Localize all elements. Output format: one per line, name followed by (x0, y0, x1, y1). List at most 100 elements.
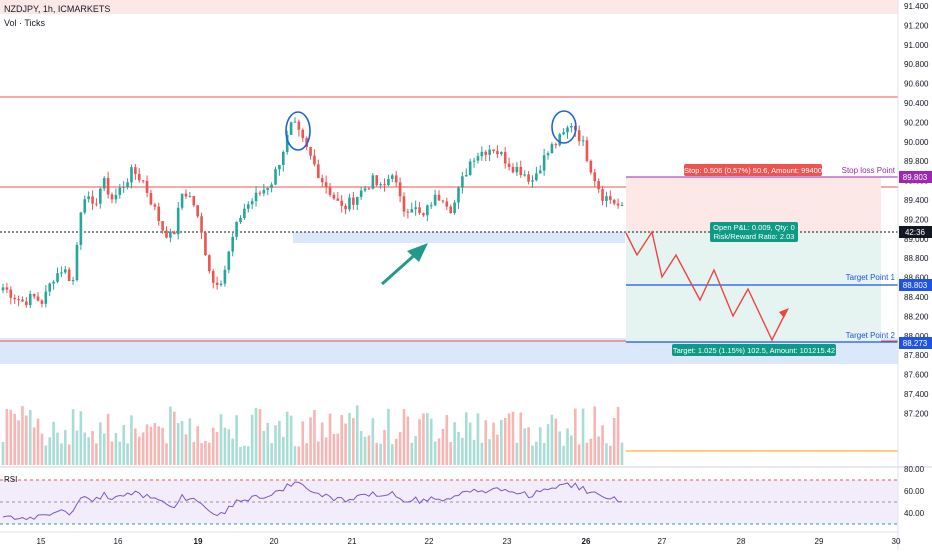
volume-bar (192, 441, 196, 465)
volume-bar (176, 423, 180, 465)
volume-bar (612, 417, 616, 465)
candle-body (71, 280, 75, 282)
candle-body (274, 169, 277, 185)
candle-body (282, 151, 285, 165)
projected-path (625, 230, 787, 342)
price-tick-label: 90.600 (904, 80, 929, 89)
volume-bar (36, 418, 40, 465)
volume-bar (410, 442, 414, 465)
candle-body (612, 199, 616, 204)
candle-body (180, 193, 184, 208)
volume-bar (9, 409, 13, 465)
candle-body (208, 255, 211, 272)
volume-bar (519, 412, 523, 465)
candle-body (480, 151, 484, 157)
candle-body (243, 208, 246, 218)
rsi-tick-label: 60.00 (904, 487, 925, 496)
candle-body (593, 172, 597, 182)
candle-body (558, 134, 562, 145)
stop-loss-label: Stop loss Point (842, 166, 896, 175)
candle-body (60, 272, 63, 274)
candle-body (507, 163, 511, 167)
price-tick-label: 88.000 (904, 332, 929, 341)
volume-bar (40, 433, 44, 465)
candle-body (457, 187, 460, 203)
candle-body (398, 182, 402, 197)
date-tick-label: 23 (503, 537, 512, 546)
volume-bar (488, 439, 491, 465)
candle-body (270, 184, 273, 189)
retest-zone (293, 232, 625, 243)
candle-body (196, 205, 199, 217)
candle-body (503, 152, 507, 164)
volume-bar (414, 435, 417, 465)
volume-bar (500, 420, 503, 465)
volume-bar (589, 438, 593, 465)
candle-body (519, 166, 523, 176)
candle-body (387, 178, 390, 186)
volume-bar (141, 432, 145, 465)
candle-body (422, 213, 425, 216)
volume-bar (398, 432, 402, 465)
candle-body (511, 166, 515, 173)
candle-body (620, 204, 624, 206)
candle-body (79, 212, 83, 245)
volume-bar (60, 443, 63, 465)
volume-bar (453, 422, 456, 465)
candle-body (453, 202, 456, 213)
candle-body (99, 188, 102, 204)
target2-label: Target Point 2 (846, 331, 896, 340)
candle-body (235, 221, 238, 237)
volume-bar (83, 432, 87, 465)
volume-bar (17, 420, 20, 465)
volume-bar (172, 411, 176, 465)
target1-badge: 88.803 (899, 279, 932, 291)
rsi-label: RSI (4, 475, 17, 484)
candle-body (531, 180, 534, 182)
volume-bar (239, 446, 242, 465)
volume-bar (71, 409, 75, 465)
candle-body (17, 299, 20, 301)
volume-bar (348, 412, 351, 465)
volume-bar (328, 413, 332, 465)
candle-body (48, 283, 52, 292)
volume-bar (266, 422, 270, 465)
candle-body (597, 181, 600, 190)
volume-bar (402, 408, 406, 465)
target-info-box: Target: 1.025 (1.15%) 102.5, Amount: 101… (672, 344, 836, 356)
price-tick-label: 89.200 (904, 215, 929, 224)
volume-bar (367, 435, 371, 465)
candle-body (359, 190, 363, 197)
volume-bar (126, 443, 129, 465)
volume-bar (118, 441, 122, 465)
candle-body (468, 161, 472, 175)
open-pl-box: Open P&L: 0.009, Qty: 0 Risk/Reward Rati… (710, 222, 798, 242)
indicator-label: Vol · Ticks (4, 18, 46, 28)
volume-bar (406, 416, 410, 465)
candle-body (239, 217, 242, 222)
candle-body (95, 203, 98, 205)
date-tick-label: 29 (815, 537, 824, 546)
candle-body (227, 251, 231, 270)
volume-bar (134, 428, 137, 465)
volume-bar (597, 436, 600, 465)
candle-body (391, 175, 394, 179)
volume-bar (464, 412, 468, 465)
peak-circle-left (285, 111, 311, 151)
volume-bar (387, 408, 390, 465)
volume-bar (13, 413, 16, 465)
volume-bar (180, 421, 184, 465)
volume-bar (293, 446, 297, 465)
candle-body (426, 205, 429, 216)
target-zone (626, 232, 881, 342)
date-axis[interactable]: 15 16 19 20 21 22 23 26 27 28 29 30 (37, 537, 901, 546)
countdown-badge: 42:36 (899, 226, 932, 238)
volume-bar (5, 408, 9, 465)
support-arrow (381, 243, 428, 286)
volume-bar (313, 409, 316, 465)
volume-bar (250, 414, 254, 465)
price-tick-label: 91.000 (904, 41, 929, 50)
candle-body (106, 177, 110, 195)
candle-body (496, 151, 499, 155)
